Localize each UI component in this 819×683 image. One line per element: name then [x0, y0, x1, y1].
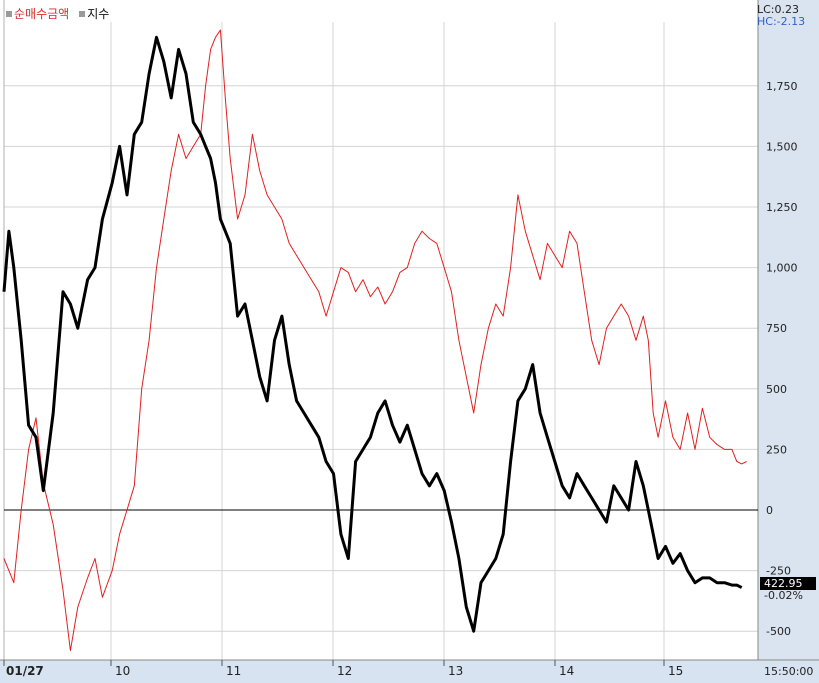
legend-swatch-icon	[6, 10, 12, 17]
legend-swatch-icon	[79, 10, 86, 17]
x-tick-label: 13	[448, 664, 463, 678]
y-tick-label: 1,000	[766, 262, 798, 275]
y-tick-label: 1,250	[766, 201, 798, 214]
series-group	[2, 29, 747, 652]
legend: 순매수금액 지수	[6, 5, 115, 22]
legend-label-index: 지수	[87, 7, 110, 21]
x-tick-label: 14	[559, 664, 574, 678]
y-tick-label: -500	[766, 625, 791, 638]
series-index-line	[2, 35, 743, 633]
legend-item-net-buy[interactable]: 순매수금액	[6, 5, 69, 22]
current-value-tag: 422.95	[760, 577, 816, 590]
legend-label-net-buy: 순매수금액	[14, 7, 70, 21]
hc-label: HC:-2.13	[757, 15, 806, 28]
x-tick-label: 15	[668, 664, 683, 678]
x-tick-labels: 01/27 10 11 12 13 14 15	[3, 660, 683, 678]
plot-area	[4, 22, 758, 660]
y-tick-label: 250	[766, 443, 787, 456]
x-tick-label: 10	[115, 664, 130, 678]
y-tick-label: -250	[766, 565, 791, 578]
y-tick-label: 1,500	[766, 140, 798, 153]
grid-lines	[4, 22, 758, 660]
x-axis-panel	[0, 660, 819, 683]
y-tick-label: 750	[766, 322, 787, 335]
time-label: 15:50:00	[764, 665, 814, 678]
y-tick-label: 0	[766, 504, 773, 517]
lc-label: LC:0.23	[757, 3, 800, 16]
y-tick-label: 1,750	[766, 80, 798, 93]
y-tick-label: 500	[766, 383, 787, 396]
lc-hc-readout: LC:0.23 HC:-2.13	[757, 4, 819, 28]
y-tick-labels: -500 -250 0 250 500 750 1,000 1,250 1,500 1,750	[766, 80, 798, 638]
x-tick-label: 12	[337, 664, 352, 678]
current-change-label: -0.02%	[764, 589, 803, 602]
x-tick-label: 01/27	[6, 664, 44, 678]
legend-item-index[interactable]: 지수	[79, 5, 109, 22]
series-net-buy-line	[3, 29, 747, 652]
x-tick-label: 11	[226, 664, 241, 678]
y-axis-panel	[758, 0, 819, 660]
